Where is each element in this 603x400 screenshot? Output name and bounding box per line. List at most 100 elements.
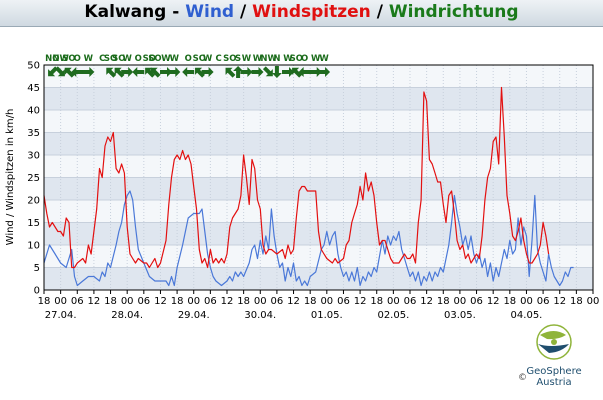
y-tick-label: 5 bbox=[34, 263, 40, 274]
direction-label: SO bbox=[143, 54, 156, 64]
date-label: 02.05. bbox=[377, 310, 409, 321]
wind-direction-arrow-icon bbox=[160, 67, 172, 77]
x-tick-label: 00 bbox=[454, 296, 467, 307]
direction-label: W bbox=[242, 54, 252, 64]
x-tick-label: 00 bbox=[520, 296, 533, 307]
x-tick-label: 06 bbox=[271, 296, 284, 307]
chart-series bbox=[43, 86, 574, 287]
direction-label: W bbox=[283, 54, 293, 64]
wind-direction-arrow-icon bbox=[240, 67, 253, 77]
title-separator: / bbox=[370, 2, 389, 22]
wind-direction-arrow-icon bbox=[201, 67, 214, 77]
x-tick-label: 06 bbox=[137, 296, 150, 307]
x-tick-label: 12 bbox=[354, 296, 367, 307]
series-line-windspitzen bbox=[43, 86, 550, 269]
x-tick-label: 12 bbox=[553, 296, 566, 307]
y-tick-label: 30 bbox=[27, 151, 40, 162]
x-tick-label: 18 bbox=[370, 296, 383, 307]
x-tick-label: 06 bbox=[470, 296, 483, 307]
title-gusts: Windspitzen bbox=[252, 2, 371, 22]
wind-direction-arrow-icon bbox=[82, 67, 95, 77]
x-tick-label: 18 bbox=[237, 296, 250, 307]
wind-direction-arrow-icon bbox=[54, 66, 65, 77]
direction-label: NW bbox=[260, 54, 277, 64]
x-tick-label: 12 bbox=[154, 296, 167, 307]
date-label: 29.04. bbox=[178, 310, 210, 321]
wind-direction-arrow-icon bbox=[168, 67, 181, 77]
chart-title: Kalwang - Wind / Windspitzen / Windricht… bbox=[0, 2, 603, 22]
title-bar: Kalwang - Wind / Windspitzen / Windricht… bbox=[0, 0, 603, 27]
y-tick-label: 45 bbox=[27, 83, 40, 94]
wind-direction-arrow-icon bbox=[195, 67, 205, 78]
date-label: 28.04. bbox=[111, 310, 143, 321]
chart-band bbox=[44, 132, 593, 155]
chart-band bbox=[44, 87, 593, 110]
direction-label: SO bbox=[290, 54, 303, 64]
plot-frame bbox=[43, 64, 594, 291]
y-tick-label: 15 bbox=[27, 218, 40, 229]
title-wind: Wind bbox=[185, 2, 235, 22]
x-tick-label: 00 bbox=[587, 296, 600, 307]
x-tick-label: 18 bbox=[171, 296, 184, 307]
x-tick-label: 00 bbox=[254, 296, 267, 307]
logo-name: GeoSphere bbox=[526, 366, 582, 377]
wind-direction-arrow-icon bbox=[309, 67, 322, 77]
wind-direction-arrow-icon bbox=[292, 67, 302, 78]
direction-label: N bbox=[273, 54, 280, 64]
y-tick-label: 20 bbox=[27, 196, 40, 207]
direction-label: W bbox=[122, 54, 132, 64]
x-tick-label: 06 bbox=[537, 296, 550, 307]
direction-label: SO bbox=[62, 54, 75, 64]
x-tick-label: 18 bbox=[570, 296, 583, 307]
direction-label: SO bbox=[112, 54, 125, 64]
x-tick-label: 18 bbox=[104, 296, 117, 307]
direction-label: SO bbox=[104, 54, 117, 64]
y-tick-label: 10 bbox=[27, 241, 40, 252]
direction-label: W bbox=[161, 54, 171, 64]
x-tick-label: 00 bbox=[387, 296, 400, 307]
x-tick-label: 12 bbox=[420, 296, 433, 307]
x-tick-label: 06 bbox=[71, 296, 84, 307]
x-tick-label: 12 bbox=[88, 296, 101, 307]
direction-label: C bbox=[99, 54, 105, 64]
wind-direction-arrow-icon bbox=[271, 66, 282, 78]
chart-band bbox=[44, 155, 593, 178]
wind-direction-arrow-icon bbox=[106, 67, 117, 78]
chart-band bbox=[44, 110, 593, 133]
x-tick-label: 06 bbox=[204, 296, 217, 307]
x-tick-label: 00 bbox=[54, 296, 67, 307]
wind-direction-arrow-icon bbox=[121, 67, 134, 77]
chart-band bbox=[44, 65, 593, 88]
title-direction: Windrichtung bbox=[388, 2, 519, 22]
direction-label: O bbox=[74, 54, 81, 64]
direction-label: W bbox=[84, 54, 94, 64]
y-tick-label: 40 bbox=[27, 106, 40, 117]
wind-direction-arrow-icon bbox=[132, 67, 145, 77]
direction-label: NO bbox=[45, 54, 59, 64]
series-line-wind bbox=[43, 190, 574, 287]
x-tick-label: 18 bbox=[503, 296, 516, 307]
wind-direction-arrow-icon bbox=[262, 66, 273, 77]
wind-direction-arrow-icon bbox=[64, 67, 75, 78]
direction-label: S bbox=[235, 54, 241, 64]
direction-label: O bbox=[185, 54, 192, 64]
date-label: 01.05. bbox=[311, 310, 343, 321]
title-separator: - bbox=[166, 2, 186, 22]
direction-label: W bbox=[319, 54, 329, 64]
direction-label: SO bbox=[148, 54, 161, 64]
direction-label: W bbox=[203, 54, 213, 64]
title-location: Kalwang bbox=[84, 2, 167, 22]
wind-direction-arrow-icon bbox=[114, 67, 125, 78]
x-tick-label: 18 bbox=[38, 296, 51, 307]
wind-direction-arrow-icon bbox=[150, 67, 161, 78]
wind-direction-arrow-icon bbox=[182, 67, 195, 77]
y-tick-label: 35 bbox=[27, 128, 40, 139]
wind-direction-arrow-icon bbox=[225, 67, 236, 78]
chart-band bbox=[44, 267, 593, 290]
x-tick-label: 12 bbox=[221, 296, 234, 307]
logo-sub: Austria bbox=[536, 377, 572, 388]
